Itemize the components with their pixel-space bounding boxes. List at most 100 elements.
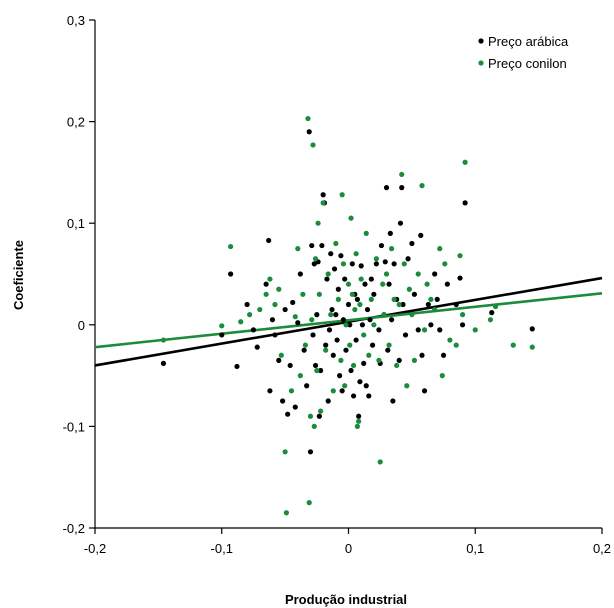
data-point-series-0 (348, 367, 354, 374)
data-point-series-1 (306, 500, 312, 506)
data-point-series-0 (378, 242, 385, 249)
data-point-series-1 (333, 240, 339, 247)
data-point-series-0 (266, 237, 272, 244)
data-point-series-0 (453, 301, 459, 308)
data-point-series-1 (330, 388, 336, 394)
data-point-series-1 (529, 344, 535, 350)
data-point-series-1 (361, 332, 367, 338)
legend-marker-arabica (478, 38, 484, 44)
data-point-series-1 (388, 246, 395, 252)
x-tick-label: 0,2 (593, 541, 611, 556)
data-point-series-1 (328, 312, 334, 318)
data-point-series-1 (428, 296, 434, 302)
data-point-series-1 (309, 317, 315, 323)
data-point-series-1 (347, 342, 353, 348)
x-tick-label: -0,1 (211, 541, 233, 556)
data-point-series-0 (254, 344, 260, 350)
y-tick-label: 0 (78, 318, 85, 333)
data-point-series-0 (312, 362, 319, 369)
y-tick-label: -0,2 (63, 521, 85, 536)
data-point-series-0 (358, 263, 364, 269)
data-point-series-1 (340, 261, 347, 267)
data-point-series-1 (439, 373, 445, 379)
data-point-series-1 (366, 352, 372, 358)
data-point-series-1 (288, 388, 295, 394)
data-point-series-0 (359, 322, 366, 328)
data-point-series-0 (263, 281, 269, 287)
data-point-series-0 (405, 256, 411, 262)
data-point-series-1 (415, 271, 421, 277)
data-point-series-1 (492, 303, 499, 310)
data-point-series-1 (353, 251, 359, 257)
data-point-series-0 (362, 281, 368, 287)
data-point-series-1 (323, 347, 329, 353)
data-point-series-0 (363, 383, 369, 389)
data-point-series-1 (462, 159, 468, 165)
legend-marker-conilon (478, 60, 484, 66)
data-point-series-1 (282, 449, 288, 455)
data-point-series-1 (318, 408, 324, 414)
data-point-series-1 (453, 342, 459, 348)
data-point-series-0 (297, 271, 303, 277)
data-point-series-0 (306, 129, 312, 135)
x-tick-label: 0,1 (466, 541, 484, 556)
data-point-series-0 (382, 259, 388, 265)
data-point-series-0 (419, 352, 425, 358)
data-point-series-0 (385, 347, 391, 353)
x-ticks: -0,2 -0,1 0 0,1 0,2 (84, 528, 611, 556)
data-point-series-1 (363, 230, 369, 236)
data-point-series-0 (272, 332, 278, 338)
data-point-series-1 (312, 256, 319, 262)
data-point-series-1 (228, 243, 234, 250)
data-point-series-0 (462, 200, 468, 206)
data-point-series-0 (234, 363, 240, 370)
data-point-series-0 (307, 449, 314, 455)
data-point-series-0 (349, 261, 355, 267)
data-point-series-0 (421, 388, 428, 394)
data-point-series-0 (323, 342, 329, 348)
data-point-series-1 (342, 383, 348, 389)
data-point-series-1 (238, 319, 244, 325)
data-point-series-0 (340, 317, 347, 323)
data-point-series-0 (391, 261, 397, 267)
data-point-series-1 (343, 322, 349, 328)
data-point-series-1 (394, 362, 400, 369)
data-point-series-0 (325, 398, 331, 404)
data-point-series-0 (343, 347, 349, 353)
data-point-series-0 (244, 301, 250, 308)
data-point-series-0 (409, 240, 415, 247)
x-tick-label: -0,2 (84, 541, 106, 556)
data-point-series-1 (386, 342, 392, 348)
data-point-series-0 (269, 317, 276, 323)
data-point-series-1 (383, 271, 390, 277)
data-point-series-1 (404, 383, 410, 389)
data-point-series-0 (219, 332, 225, 338)
data-point-series-0 (347, 322, 353, 328)
data-point-series-0 (295, 320, 301, 326)
data-point-series-0 (331, 266, 338, 272)
data-point-series-1 (358, 276, 364, 282)
data-point-series-0 (432, 271, 438, 277)
data-point-series-1 (314, 367, 320, 374)
data-point-series-0 (338, 253, 344, 259)
data-point-series-1 (272, 301, 278, 308)
data-point-series-1 (356, 418, 362, 424)
data-point-series-1 (257, 306, 263, 313)
y-tick-label: 0,2 (67, 115, 85, 130)
trendline-series-1 (94, 292, 603, 349)
data-point-series-1 (487, 317, 494, 323)
data-point-series-0 (301, 347, 307, 353)
data-point-series-0 (457, 275, 463, 281)
axes (94, 20, 602, 529)
x-tick-label: 0 (345, 541, 352, 556)
data-point-series-0 (388, 317, 395, 323)
data-point-series-1 (472, 327, 478, 333)
data-point-series-0 (387, 230, 393, 236)
data-point-series-1 (376, 357, 382, 363)
data-point-series-1 (300, 291, 306, 297)
trendlines (94, 276, 603, 367)
data-point-series-1 (278, 352, 284, 358)
data-point-series-1 (295, 246, 301, 252)
data-point-series-1 (368, 296, 374, 302)
